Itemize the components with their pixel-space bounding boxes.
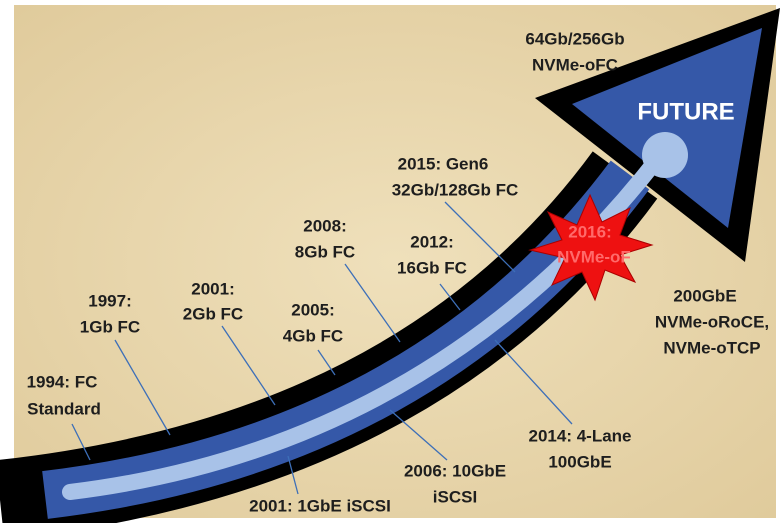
arrow-ball [642,132,688,178]
milestone-label: 64Gb/256Gb [525,29,624,48]
milestone-label: NVMe-oTCP [663,338,760,357]
milestone-label: 2012: [410,232,453,251]
milestone-label: 1997: [88,291,131,310]
milestone-label: 2005: [291,300,334,319]
milestone-label: 1994: FC [27,372,98,391]
milestone-label: 16Gb FC [397,258,467,277]
milestone-label: 2008: [303,216,346,235]
milestone-label: 2015: Gen6 [398,154,489,173]
milestone-label: 8Gb FC [295,242,355,261]
milestone-label: NVMe-oRoCE, [655,312,769,331]
milestone-label: 2016: [568,222,611,241]
milestone-label: NVMe-oF [557,247,631,266]
milestone-label: 2Gb FC [183,304,243,323]
milestone-label: 2001: [191,279,234,298]
milestone-label: 2014: 4-Lane [529,426,632,445]
milestone-label: 4Gb FC [283,326,343,345]
diagram: FUTURE 64Gb/256Gb NVMe-oFC 2015: Gen6 32… [0,0,783,523]
future-label: FUTURE [637,98,734,125]
milestone-label: NVMe-oFC [532,55,618,74]
milestone-label: 2006: 10GbE [404,461,506,480]
milestone-label: 200GbE [673,286,736,305]
page: FUTURE 64Gb/256Gb NVMe-oFC 2015: Gen6 32… [0,0,783,523]
milestone-label: iSCSI [433,487,477,506]
milestone-label: 1Gb FC [80,317,140,336]
milestone-label: Standard [27,399,101,418]
milestone-label: 2001: 1GbE iSCSI [249,496,391,515]
milestone-label: 100GbE [548,452,611,471]
milestone-label: 32Gb/128Gb FC [392,180,519,199]
